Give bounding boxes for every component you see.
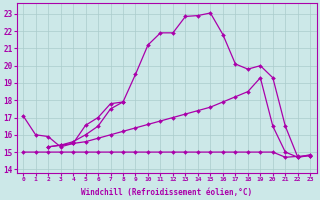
X-axis label: Windchill (Refroidissement éolien,°C): Windchill (Refroidissement éolien,°C): [81, 188, 252, 197]
